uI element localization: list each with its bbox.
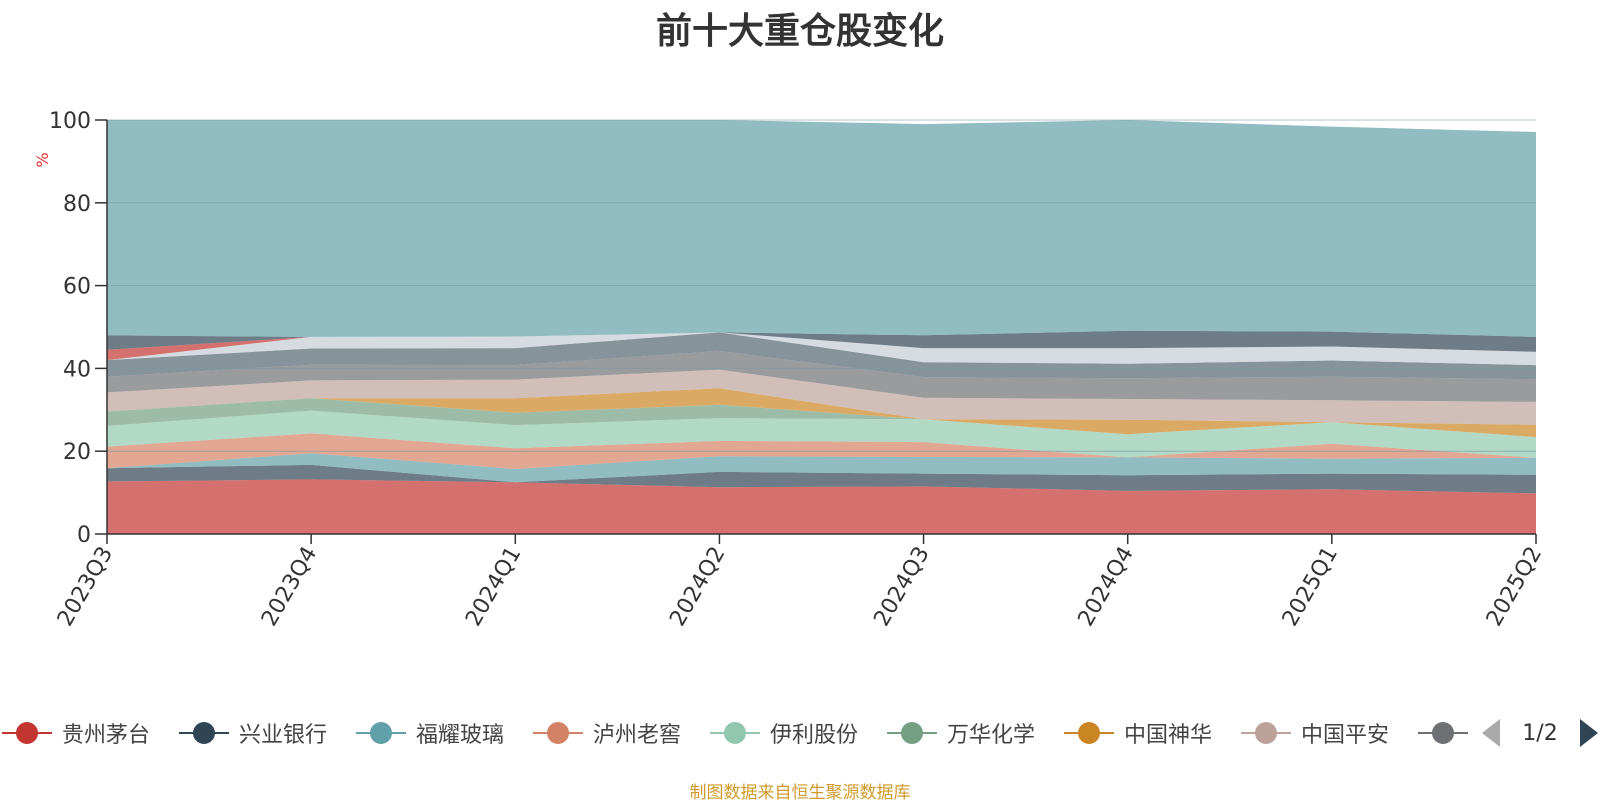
y-axis-unit-label: % [33, 152, 52, 167]
y-tick-label: 100 [49, 109, 91, 134]
area-series-2 [107, 464, 1536, 494]
legend-next-arrow-icon[interactable] [1576, 717, 1600, 749]
area-series-9 [107, 351, 1536, 402]
area-series-11 [107, 332, 1536, 366]
legend-marker-icon [179, 722, 229, 744]
chart-legend: 贵州茅台 兴业银行 福耀玻璃 泸州老窖 伊利股份 万华化学 中国神华 中国平安 [0, 713, 1600, 753]
x-tick-label: 2023Q4 [257, 543, 322, 631]
legend-item[interactable]: 泸州老窖 [533, 713, 681, 753]
legend-marker-icon [2, 722, 52, 744]
x-tick-label: 2024Q1 [461, 543, 526, 631]
x-tick-label: 2024Q2 [665, 543, 730, 631]
area-series-10 [107, 332, 1536, 380]
legend-item[interactable]: 贵州茅台 [2, 713, 150, 753]
legend-label: 万华化学 [947, 723, 1036, 748]
y-tick-label: 80 [63, 192, 91, 217]
legend-label: 泸州老窖 [593, 723, 682, 748]
area-series-7 [107, 388, 1536, 438]
legend-marker-icon [1418, 722, 1468, 744]
legend-marker-icon [887, 722, 937, 744]
area-series-8 [107, 369, 1536, 425]
area-series-14 [107, 120, 1536, 337]
x-tick-label: 2023Q3 [53, 543, 118, 631]
legend-label: 福耀玻璃 [416, 723, 505, 748]
legend-item[interactable]: 中国平安 [1241, 713, 1389, 753]
legend-marker-icon [710, 722, 760, 744]
legend-item[interactable]: 兴业银行 [179, 713, 327, 753]
area-series-6 [107, 398, 1536, 438]
data-source-note: 制图数据来自恒生聚源数据库 [689, 783, 911, 803]
x-tick-label: 2024Q4 [1074, 543, 1139, 631]
legend-pager: 1/2 [1480, 713, 1600, 753]
legend-label: 伊利股份 [770, 723, 859, 748]
legend-label: 贵州茅台 [62, 723, 151, 748]
legend-label: 中国平安 [1301, 723, 1390, 748]
area-series-3 [107, 453, 1536, 483]
y-tick-label: 60 [63, 275, 91, 300]
legend-marker-icon [533, 722, 583, 744]
legend-marker-icon [1241, 722, 1291, 744]
area-series-5 [107, 410, 1536, 458]
legend-label: 兴业银行 [239, 723, 328, 748]
area-series-1 [107, 479, 1536, 534]
y-tick-label: 0 [77, 523, 91, 548]
chart-title: 前十大重仓股变化 [655, 11, 944, 52]
legend-marker-icon [356, 722, 406, 744]
legend-prev-arrow-icon[interactable] [1480, 717, 1504, 749]
legend-item[interactable]: 万华化学 [887, 713, 1035, 753]
legend-page-indicator: 1/2 [1522, 720, 1558, 746]
x-tick-label: 2025Q1 [1278, 543, 1343, 631]
legend-item[interactable]: 伊利股份 [710, 713, 858, 753]
x-tick-label: 2025Q2 [1482, 543, 1547, 631]
gridlines [107, 119, 1536, 452]
area-series-13 [107, 330, 1536, 352]
area-layers [107, 120, 1536, 534]
y-tick-label: 20 [63, 440, 91, 465]
legend-item[interactable]: 福耀玻璃 [356, 713, 504, 753]
legend-item-partial[interactable] [1418, 713, 1468, 753]
legend-marker-icon [1064, 722, 1114, 744]
stacked-area-chart: 0 20 40 60 80 100 2023Q3 2023Q4 2024Q1 2024Q2 2024… [33, 109, 1547, 631]
x-tick-label: 2024Q3 [869, 543, 934, 631]
legend-label: 中国神华 [1124, 723, 1213, 748]
y-tick-label: 40 [63, 357, 91, 382]
legend-item[interactable]: 中国神华 [1064, 713, 1212, 753]
